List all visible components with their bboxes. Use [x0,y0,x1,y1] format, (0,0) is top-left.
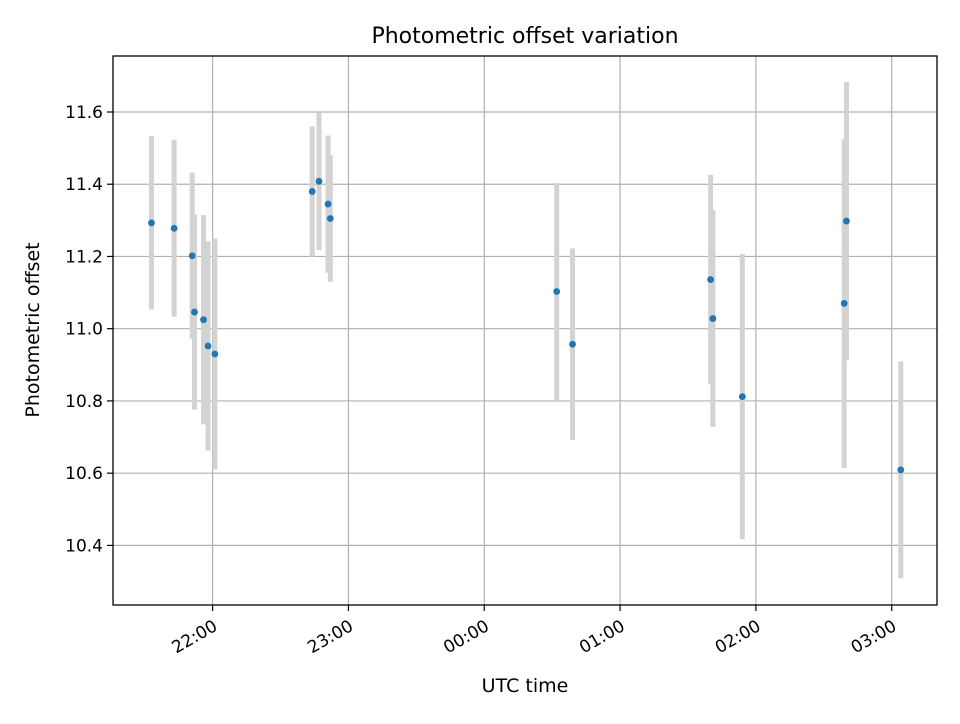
data-point [738,393,746,400]
data-point [840,300,848,307]
chart-title: Photometric offset variation [371,24,678,49]
data-point [709,315,717,322]
y-tick-label: 11.6 [65,103,103,123]
y-tick-label: 10.8 [65,392,103,412]
y-tick-label: 11.4 [65,175,103,195]
y-tick-label: 10.4 [65,536,103,556]
y-axis-label: Photometric offset [22,242,44,417]
grid [113,56,937,605]
y-tick-label: 10.6 [65,464,103,484]
data-point [315,177,323,185]
plot-frame [112,55,938,606]
data-point [170,224,178,232]
data-point [324,200,332,208]
data-point [148,219,155,227]
y-tick-label: 11.2 [65,247,103,267]
y-axis-ticks: 10.4 10.6 10.8 11.0 11.2 11.4 11.6 [65,103,113,556]
data-point [553,288,561,295]
data-points [148,177,905,474]
data-point [191,308,198,316]
data-point [200,316,207,324]
data-point [569,340,576,348]
data-point [843,217,850,225]
data-point [326,215,334,222]
data-point [308,188,316,195]
x-axis-label: UTC time [482,675,569,697]
data-point [897,466,905,474]
data-point [188,252,196,260]
y-tick-label: 11.0 [65,320,103,340]
data-point [211,350,219,358]
data-point [707,276,715,283]
data-point [204,342,212,350]
